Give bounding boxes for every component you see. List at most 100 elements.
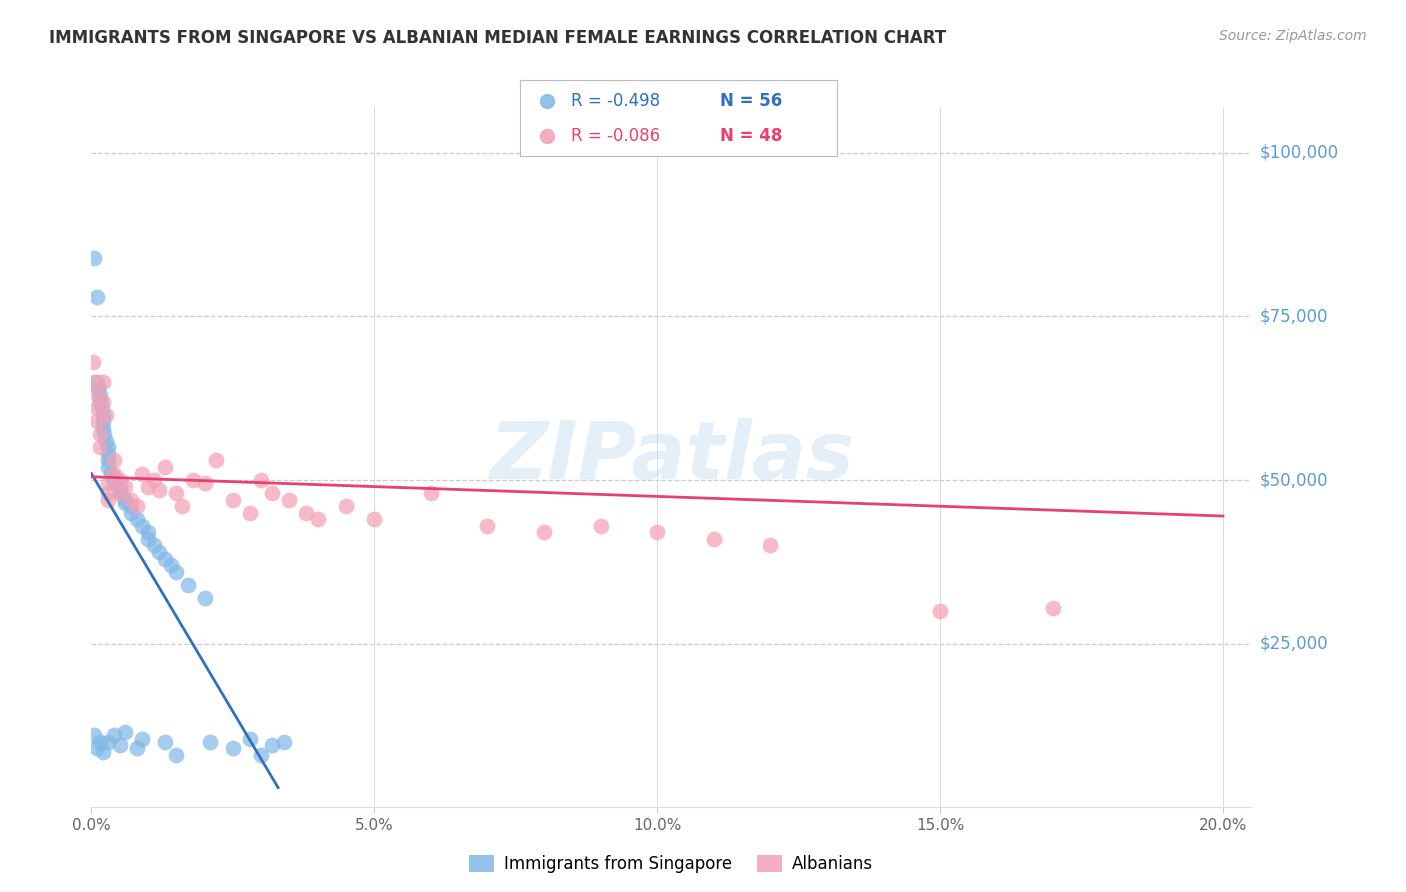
Point — [295, 506, 318, 520]
Point — [108, 480, 131, 494]
Point — [250, 473, 273, 487]
Text: R = -0.498: R = -0.498 — [571, 92, 659, 110]
Point — [91, 414, 114, 428]
Point — [91, 375, 114, 389]
Point — [419, 486, 441, 500]
Point — [536, 94, 558, 108]
Point — [83, 251, 105, 265]
Point — [86, 741, 108, 756]
Point — [239, 731, 262, 746]
Point — [273, 735, 295, 749]
Text: R = -0.086: R = -0.086 — [571, 127, 659, 145]
Point — [114, 496, 136, 510]
Point — [97, 486, 120, 500]
Text: N = 48: N = 48 — [720, 127, 782, 145]
Point — [83, 375, 105, 389]
Point — [91, 394, 114, 409]
Text: ZIPatlas: ZIPatlas — [489, 418, 853, 496]
Point — [89, 440, 111, 454]
Point — [94, 408, 117, 422]
Point — [335, 500, 357, 514]
Point — [536, 128, 558, 143]
Point — [759, 539, 782, 553]
Point — [159, 558, 181, 573]
Point — [97, 476, 120, 491]
Point — [97, 447, 120, 461]
Point — [148, 483, 170, 497]
Point — [165, 565, 187, 579]
Point — [200, 735, 222, 749]
Point — [103, 728, 125, 742]
Point — [83, 728, 105, 742]
Point — [533, 525, 555, 540]
Point — [103, 473, 125, 487]
Point — [205, 453, 228, 467]
Point — [589, 519, 612, 533]
Point — [93, 427, 115, 442]
Point — [136, 480, 159, 494]
Point — [103, 470, 125, 484]
Point — [239, 506, 262, 520]
Point — [125, 741, 148, 756]
Point — [148, 545, 170, 559]
Point — [153, 735, 176, 749]
Point — [176, 578, 198, 592]
Point — [108, 473, 131, 487]
Point — [142, 539, 165, 553]
Point — [97, 460, 120, 475]
Point — [142, 473, 165, 487]
Point — [136, 532, 159, 546]
Point — [120, 500, 142, 514]
Point — [703, 532, 725, 546]
Point — [222, 492, 245, 507]
Point — [136, 525, 159, 540]
Point — [120, 492, 142, 507]
Point — [165, 486, 187, 500]
Point — [278, 492, 301, 507]
Point — [153, 460, 176, 475]
Point — [103, 476, 125, 491]
Point — [100, 467, 122, 481]
Point — [86, 290, 108, 304]
Point — [193, 591, 215, 605]
Point — [165, 747, 187, 762]
Point — [82, 355, 104, 369]
Point — [97, 492, 120, 507]
Point — [131, 467, 153, 481]
Point — [262, 486, 284, 500]
Point — [89, 388, 111, 402]
Point — [90, 401, 112, 415]
Point — [114, 725, 136, 739]
Point — [193, 476, 215, 491]
Point — [97, 453, 120, 467]
Point — [91, 408, 114, 422]
Point — [131, 731, 153, 746]
Point — [153, 551, 176, 566]
Point — [86, 414, 108, 428]
Text: $25,000: $25,000 — [1260, 634, 1329, 653]
Point — [89, 735, 111, 749]
Point — [181, 473, 204, 487]
Text: $100,000: $100,000 — [1260, 144, 1339, 161]
Point — [114, 480, 136, 494]
Text: $50,000: $50,000 — [1260, 471, 1329, 489]
Point — [89, 394, 111, 409]
Point — [108, 486, 131, 500]
Point — [125, 512, 148, 526]
Point — [91, 420, 114, 434]
Point — [929, 604, 952, 618]
Point — [307, 512, 329, 526]
Point — [114, 492, 136, 507]
Point — [108, 486, 131, 500]
Point — [108, 483, 131, 497]
Point — [645, 525, 668, 540]
Point — [108, 738, 131, 752]
Point — [91, 745, 114, 759]
Point — [94, 434, 117, 448]
Point — [262, 738, 284, 752]
Legend: Immigrants from Singapore, Albanians: Immigrants from Singapore, Albanians — [463, 848, 880, 880]
Point — [1042, 600, 1064, 615]
Point — [87, 381, 110, 395]
Text: Source: ZipAtlas.com: Source: ZipAtlas.com — [1219, 29, 1367, 43]
Text: IMMIGRANTS FROM SINGAPORE VS ALBANIAN MEDIAN FEMALE EARNINGS CORRELATION CHART: IMMIGRANTS FROM SINGAPORE VS ALBANIAN ME… — [49, 29, 946, 46]
